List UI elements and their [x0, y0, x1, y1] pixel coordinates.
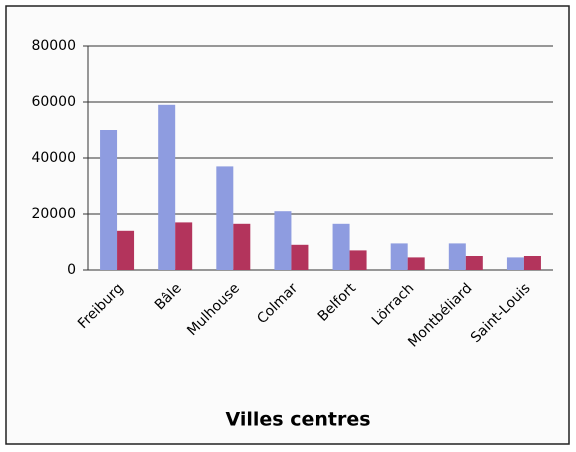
bar: [332, 223, 350, 270]
y-tick-label: 80000: [31, 38, 76, 54]
bar: [100, 130, 118, 270]
bar: [390, 243, 408, 270]
bar: [407, 257, 425, 270]
y-tick-label: 40000: [31, 150, 76, 166]
bar: [158, 104, 176, 270]
chart-title: Villes centres: [225, 409, 370, 431]
bar: [117, 230, 135, 270]
y-tick-label: 20000: [31, 206, 76, 222]
bar: [291, 244, 309, 270]
y-tick-label: 0: [67, 262, 76, 278]
bar: [349, 250, 367, 270]
bar: [216, 166, 234, 270]
bar: [523, 256, 541, 270]
y-tick-label: 60000: [31, 94, 76, 110]
bar: [233, 223, 251, 270]
bar: [506, 257, 524, 270]
bar: [175, 222, 193, 270]
bar: [448, 243, 466, 270]
bar: [274, 211, 292, 270]
bar: [465, 256, 483, 270]
